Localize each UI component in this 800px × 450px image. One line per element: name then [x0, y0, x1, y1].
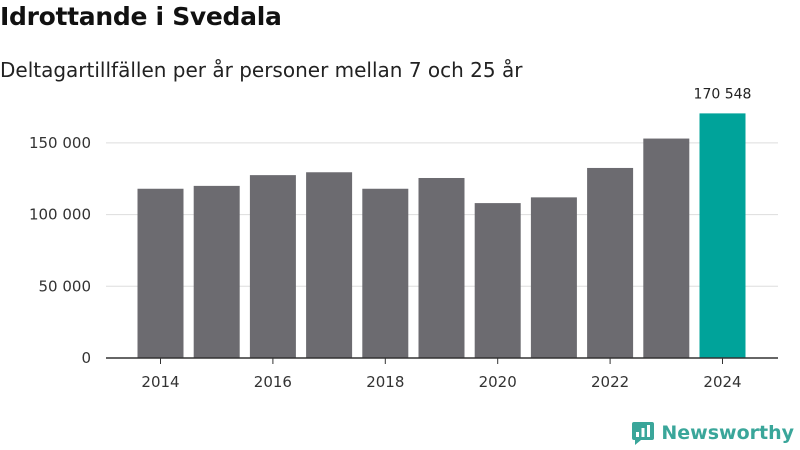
y-tick-label: 100 000 — [29, 206, 91, 224]
bar-2014 — [137, 188, 184, 358]
bar-2022 — [587, 167, 634, 358]
bar-2020 — [474, 203, 521, 358]
bar-2021 — [530, 197, 577, 358]
x-tick-label: 2018 — [366, 373, 404, 391]
y-tick-label: 0 — [81, 349, 91, 367]
bar-2024 — [699, 113, 746, 358]
bar-2015 — [193, 185, 240, 358]
newsworthy-logo-icon — [632, 422, 655, 445]
x-tick-label: 2016 — [254, 373, 292, 391]
chart-title: Idrottande i Svedala — [0, 2, 282, 31]
x-tick-label: 2024 — [703, 373, 741, 391]
y-tick-label: 50 000 — [39, 277, 92, 295]
x-tick-label: 2020 — [479, 373, 517, 391]
data-label: 170 548 — [694, 86, 752, 102]
x-tick-label: 2022 — [591, 373, 629, 391]
brand-name: Newsworthy — [661, 422, 794, 444]
bar-2023 — [643, 138, 690, 358]
brand-logo[interactable]: Newsworthy — [631, 420, 794, 446]
bar-2017 — [306, 172, 353, 358]
bar-2018 — [362, 188, 409, 358]
bar-2019 — [418, 177, 465, 358]
y-tick-label: 150 000 — [29, 134, 91, 152]
bar-2016 — [249, 175, 296, 358]
x-tick-label: 2014 — [141, 373, 179, 391]
chart-subtitle: Deltagartillfällen per år personer mella… — [0, 58, 523, 82]
